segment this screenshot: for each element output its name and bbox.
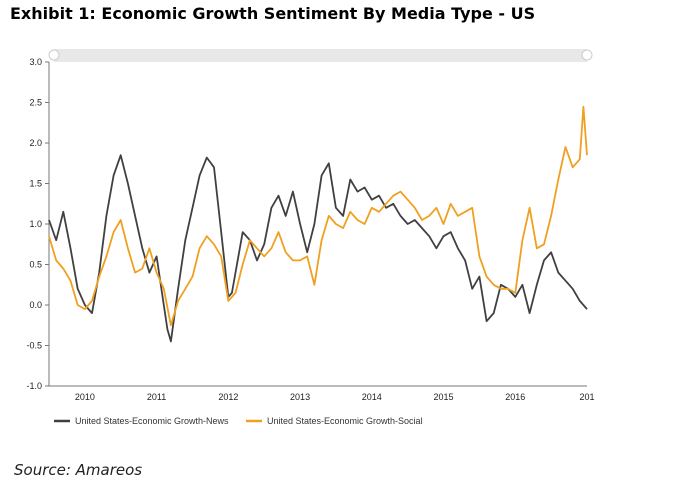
legend-label-social[interactable]: United States-Economic Growth-Social (267, 416, 423, 426)
x-tick-label: 2014 (362, 392, 382, 402)
y-tick-label: 1.0 (29, 219, 42, 229)
navigator-bar[interactable] (54, 49, 587, 62)
series-line-social[interactable] (48, 105, 588, 327)
source-note: Source: Amareos (14, 461, 143, 479)
y-tick-label: -0.5 (26, 341, 42, 351)
x-axis-ticks: 2010 2011 2012 2013 2014 2015 2016 201 (75, 392, 595, 402)
x-tick-label: 2012 (218, 392, 238, 402)
y-tick-label: 0.0 (29, 300, 42, 310)
y-tick-label: 1.5 (29, 179, 42, 189)
navigator-right-handle[interactable] (581, 49, 593, 61)
x-tick-label: 2015 (434, 392, 454, 402)
y-tick-label: 3.0 (29, 57, 42, 67)
x-tick-label: 201 (579, 392, 594, 402)
legend: United States-Economic Growth-News Unite… (54, 416, 423, 426)
series-line-news[interactable] (48, 154, 588, 343)
y-tick-label: 2.0 (29, 138, 42, 148)
x-tick-label: 2016 (505, 392, 525, 402)
y-tick-label: -1.0 (26, 381, 42, 391)
x-tick-label: 2011 (147, 392, 166, 402)
chart-title: Exhibit 1: Economic Growth Sentiment By … (10, 4, 536, 23)
x-tick-label: 2013 (290, 392, 310, 402)
navigator-left-handle[interactable] (48, 49, 60, 61)
y-axis-ticks: 3.0 2.5 2.0 1.5 1.0 0.5 0.0 -0.5 -1.0 (26, 57, 49, 391)
x-tick-label: 2010 (75, 392, 95, 402)
series-layer (48, 105, 588, 343)
legend-label-news[interactable]: United States-Economic Growth-News (75, 416, 229, 426)
y-tick-label: 0.5 (29, 260, 42, 270)
y-tick-label: 2.5 (29, 98, 42, 108)
